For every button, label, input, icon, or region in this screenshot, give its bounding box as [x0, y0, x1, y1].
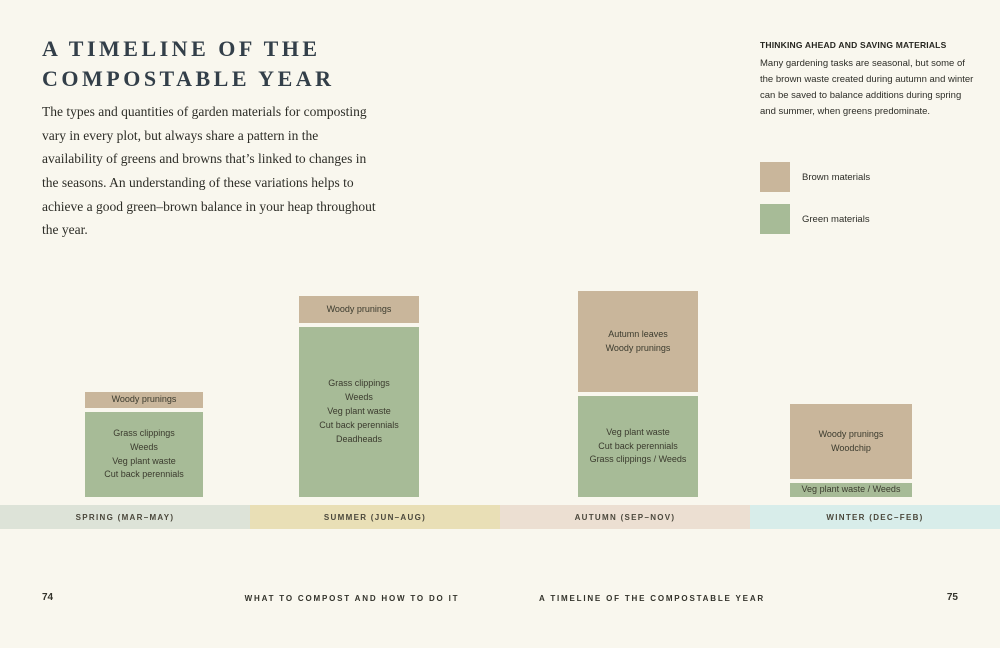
autumn-green-label: Veg plant waste Cut back perennials Gras… [589, 426, 687, 465]
autumn-brown-box: Autumn leaves Woody prunings [578, 291, 698, 392]
legend-label-green: Green materials [802, 213, 870, 225]
page-title-line2: COMPOSTABLE YEAR [42, 65, 335, 91]
summer-green-box: Grass clippings Weeds Veg plant waste Cu… [299, 327, 419, 497]
winter-brown-label: Woody prunings Woodchip [818, 428, 884, 453]
legend: Brown materials Green materials [760, 162, 870, 234]
page-title: A TIMELINE OF THE COMPOSTABLE YEAR [42, 34, 335, 93]
winter-brown-box: Woody prunings Woodchip [790, 404, 912, 479]
season-label-summer: SUMMER (JUN–AUG) [323, 512, 427, 522]
season-segment-summer: SUMMER (JUN–AUG) [250, 505, 500, 529]
running-footer-right: A TIMELINE OF THE COMPOSTABLE YEAR [539, 594, 765, 603]
winter-green-box: Veg plant waste / Weeds [790, 483, 912, 497]
legend-label-brown: Brown materials [802, 171, 871, 183]
chart-column-spring: Woody prunings Grass clippings Weeds Veg… [85, 392, 203, 497]
chart-column-winter: Woody prunings Woodchip Veg plant waste … [790, 404, 912, 497]
season-label-winter: WINTER (DEC–FEB) [826, 512, 924, 522]
spring-green-label: Grass clippings Weeds Veg plant waste Cu… [104, 427, 184, 480]
summer-green-label: Grass clippings Weeds Veg plant waste Cu… [319, 378, 399, 444]
brown-swatch-icon [760, 162, 790, 192]
season-label-autumn: AUTUMN (SEP–NOV) [574, 512, 676, 522]
note-heading: THINKING AHEAD AND SAVING MATERIALS [760, 40, 947, 50]
spring-brown-box: Woody prunings [85, 392, 203, 408]
summer-brown-box: Woody prunings [299, 296, 419, 323]
season-segment-autumn: AUTUMN (SEP–NOV) [500, 505, 750, 529]
autumn-brown-label: Autumn leaves Woody prunings [605, 328, 671, 353]
saving-materials-note: THINKING AHEAD AND SAVING MATERIALS Many… [760, 40, 975, 121]
running-footer-left: WHAT TO COMPOST AND HOW TO DO IT [244, 594, 460, 603]
winter-green-label: Veg plant waste / Weeds [801, 484, 901, 495]
season-band: SPRING (MAR–MAY) SUMMER (JUN–AUG) AUTUMN… [0, 505, 1000, 529]
summer-brown-label: Woody prunings [326, 303, 392, 314]
chart-column-autumn: Autumn leaves Woody prunings Veg plant w… [578, 291, 698, 497]
page-number-left: 74 [42, 592, 54, 603]
spring-brown-label: Woody prunings [111, 394, 177, 405]
page-title-line1: A TIMELINE OF THE [42, 36, 321, 61]
season-label-spring: SPRING (MAR–MAY) [75, 512, 175, 522]
legend-item-green: Green materials [760, 204, 870, 234]
autumn-green-box: Veg plant waste Cut back perennials Gras… [578, 396, 698, 497]
page-number-right: 75 [946, 592, 958, 603]
green-swatch-icon [760, 204, 790, 234]
season-segment-spring: SPRING (MAR–MAY) [0, 505, 250, 529]
intro-paragraph: The types and quantities of garden mater… [42, 104, 376, 238]
spring-green-box: Grass clippings Weeds Veg plant waste Cu… [85, 412, 203, 497]
season-segment-winter: WINTER (DEC–FEB) [750, 505, 1000, 529]
chart-column-summer: Woody prunings Grass clippings Weeds Veg… [299, 296, 419, 497]
note-body: Many gardening tasks are seasonal, but s… [760, 58, 974, 118]
legend-item-brown: Brown materials [760, 162, 870, 192]
